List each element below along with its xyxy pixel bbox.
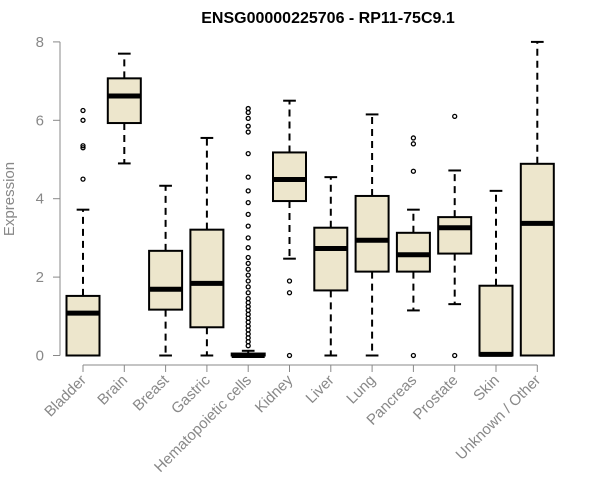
x-tick-label: Breast xyxy=(130,371,173,414)
outlier-point xyxy=(245,223,251,229)
box-8 xyxy=(395,135,431,359)
outlier-point xyxy=(410,141,417,147)
outlier-point xyxy=(245,266,251,272)
outlier-point xyxy=(245,188,251,194)
box-iqr xyxy=(65,294,101,357)
box-4 xyxy=(230,105,266,358)
outlier-point xyxy=(80,107,86,114)
x-tick-label: Liver xyxy=(303,372,338,407)
outlier-point xyxy=(80,145,86,151)
outlier-point xyxy=(245,235,251,241)
y-tick-label: 8 xyxy=(36,34,44,51)
outlier-point xyxy=(410,135,417,141)
box-2 xyxy=(148,184,184,357)
outlier-point xyxy=(245,284,251,290)
y-tick-label: 4 xyxy=(36,191,44,208)
outlier-point xyxy=(286,290,293,296)
outlier-point xyxy=(245,245,251,251)
x-tick-label: Brain xyxy=(94,372,131,409)
chart-title: ENSG00000225706 - RP11-75C9.1 xyxy=(201,10,455,27)
outlier-point xyxy=(245,260,251,267)
y-tick-label: 2 xyxy=(36,269,44,286)
box-11 xyxy=(519,40,555,357)
box-iqr xyxy=(437,216,473,255)
box-9 xyxy=(437,113,473,359)
box-iqr xyxy=(189,228,225,329)
box-10 xyxy=(478,189,514,357)
box-5 xyxy=(272,99,307,359)
x-tick-label: Skin xyxy=(470,372,503,405)
box-iqr xyxy=(272,151,307,203)
y-axis: 0 2 4 6 8 xyxy=(36,34,61,365)
x-tick-label: Bladder xyxy=(41,372,90,421)
outlier-point xyxy=(286,352,293,359)
outlier-point xyxy=(245,199,251,206)
outlier-point xyxy=(245,278,251,284)
box-iqr xyxy=(313,226,349,292)
box-3 xyxy=(189,136,225,357)
outlier-point xyxy=(452,113,458,120)
box-iqr xyxy=(148,249,184,311)
outlier-point xyxy=(245,211,251,218)
outlier-point xyxy=(80,117,86,123)
box-0 xyxy=(65,107,101,357)
outlier-point xyxy=(245,150,251,157)
boxes-group xyxy=(65,40,555,359)
outlier-point xyxy=(286,278,293,284)
outlier-point xyxy=(452,352,458,359)
y-tick-label: 6 xyxy=(36,112,44,129)
outlier-point xyxy=(245,105,251,112)
x-tick-label: Lung xyxy=(343,372,379,408)
box-iqr xyxy=(354,194,390,273)
outlier-point xyxy=(80,176,86,182)
box-iqr xyxy=(478,284,514,357)
box-7 xyxy=(354,113,390,357)
box-iqr xyxy=(519,162,555,357)
outlier-point xyxy=(245,254,251,261)
outlier-point xyxy=(245,115,251,121)
box-6 xyxy=(313,176,349,357)
outlier-point xyxy=(245,129,251,135)
box-iqr xyxy=(106,77,142,125)
outlier-point xyxy=(245,296,251,302)
y-tick-label: 0 xyxy=(36,348,44,365)
box-1 xyxy=(106,52,142,165)
outlier-point xyxy=(245,290,251,296)
x-tick-label: Prostate xyxy=(410,372,462,424)
outlier-point xyxy=(245,123,251,129)
y-axis-title: Expression xyxy=(1,162,18,236)
outlier-point xyxy=(80,143,86,149)
outlier-point xyxy=(245,272,251,278)
box-iqr xyxy=(395,231,431,273)
outlier-point xyxy=(410,168,417,174)
outlier-point xyxy=(410,352,417,359)
x-tick-label: Kidney xyxy=(252,371,297,416)
outlier-point xyxy=(245,174,251,180)
